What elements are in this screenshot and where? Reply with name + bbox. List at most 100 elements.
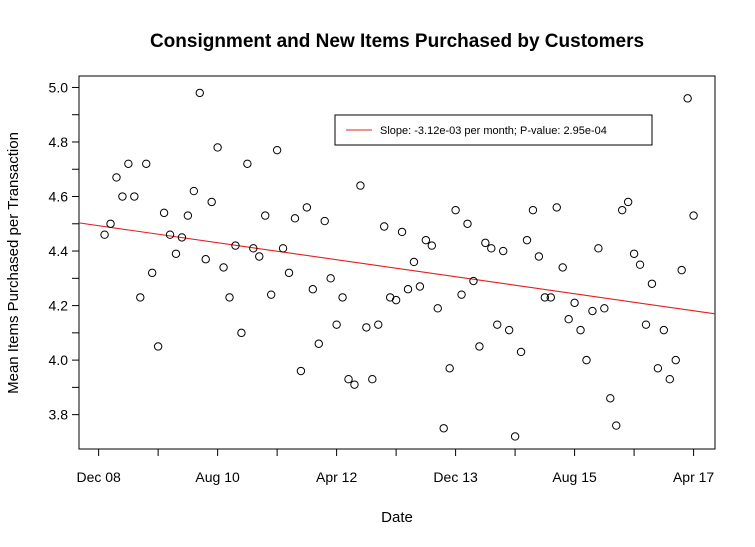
data-point <box>326 274 335 283</box>
data-point <box>439 424 448 433</box>
data-point <box>368 374 377 384</box>
data-point <box>374 320 383 329</box>
data-point <box>665 374 674 384</box>
y-axis: 3.8 4.0 4.2 4.4 4.6 4.8 5.0 <box>49 79 80 423</box>
data-point <box>582 355 591 365</box>
data-point <box>302 203 312 212</box>
data-point <box>564 315 573 324</box>
data-points <box>100 88 698 441</box>
y-tick-label: 4.0 <box>49 352 69 368</box>
data-point <box>189 186 199 196</box>
data-point <box>623 197 633 207</box>
data-point <box>314 339 323 348</box>
data-point <box>683 94 692 103</box>
data-point <box>671 355 680 365</box>
data-point <box>249 244 258 253</box>
x-axis-label: Date <box>381 509 413 526</box>
data-point <box>296 366 306 376</box>
data-point <box>225 293 234 302</box>
data-point <box>647 279 657 288</box>
data-point <box>153 342 163 351</box>
data-point <box>350 380 359 389</box>
data-point <box>213 143 222 152</box>
data-point <box>594 244 603 253</box>
data-point <box>338 293 347 302</box>
x-tick-label: Dec 08 <box>76 469 121 485</box>
data-point <box>677 265 686 275</box>
data-point <box>540 293 550 302</box>
data-point <box>570 298 579 308</box>
x-tick-label: Apr 17 <box>673 469 714 485</box>
data-point <box>320 216 329 226</box>
legend-text: Slope: -3.12e-03 per month; P-value: 2.9… <box>380 125 607 137</box>
data-point <box>112 173 121 182</box>
x-tick-label: Aug 15 <box>552 469 597 485</box>
data-point <box>576 325 585 335</box>
data-point <box>344 374 353 384</box>
data-point <box>100 230 109 239</box>
data-point <box>689 211 698 220</box>
data-point <box>266 290 276 299</box>
data-point <box>481 238 490 248</box>
data-point <box>130 192 139 201</box>
data-point <box>606 394 615 403</box>
x-tick-label: Aug 10 <box>195 469 240 485</box>
data-point <box>136 293 145 302</box>
data-point <box>403 285 413 294</box>
data-point <box>237 328 246 338</box>
data-point <box>171 249 181 258</box>
data-point <box>445 364 454 373</box>
data-point <box>510 432 520 441</box>
legend: Slope: -3.12e-03 per month; P-value: 2.9… <box>334 114 653 146</box>
y-tick-label: 4.8 <box>49 134 69 150</box>
data-point <box>290 214 300 223</box>
data-point <box>546 293 555 302</box>
data-point <box>380 222 389 231</box>
data-point <box>207 197 216 207</box>
data-point <box>415 282 425 291</box>
data-point <box>641 320 651 329</box>
data-point <box>457 290 466 299</box>
trend-line <box>78 222 716 315</box>
data-point <box>201 255 210 264</box>
data-point <box>183 211 193 220</box>
data-point <box>231 241 240 250</box>
data-point <box>475 342 484 351</box>
y-tick-label: 4.6 <box>49 189 69 205</box>
data-point <box>118 192 127 201</box>
data-point <box>177 233 187 242</box>
data-point <box>653 364 663 373</box>
data-point <box>534 252 544 261</box>
data-point <box>433 304 442 313</box>
data-point <box>493 320 502 329</box>
data-point <box>147 268 157 278</box>
data-point <box>243 159 252 168</box>
data-point <box>504 325 514 335</box>
data-point <box>142 159 151 168</box>
chart-title: Consignment and New Items Purchased by C… <box>150 31 644 52</box>
y-axis-label: Mean Items Purchased per Transaction <box>5 132 22 394</box>
x-axis: Dec 08 Aug 10 Apr 12 Dec 13 Aug 15 Apr 17 <box>76 448 714 485</box>
data-point <box>516 347 526 357</box>
data-point <box>308 285 318 294</box>
x-tick-label: Dec 13 <box>433 469 478 485</box>
data-point <box>629 249 639 258</box>
data-point <box>356 181 365 190</box>
data-point <box>487 244 496 253</box>
y-tick-label: 3.8 <box>49 407 69 423</box>
data-point <box>159 208 169 218</box>
data-point <box>528 205 538 215</box>
data-point <box>522 235 532 245</box>
data-point <box>409 257 419 267</box>
legend-box <box>334 114 653 146</box>
data-point <box>469 276 478 286</box>
data-point <box>427 241 437 250</box>
data-point <box>498 246 508 256</box>
y-tick-label: 5.0 <box>49 79 69 95</box>
data-point <box>617 205 627 215</box>
data-point <box>612 421 621 430</box>
data-point <box>278 244 288 253</box>
data-point <box>391 295 401 305</box>
data-point <box>397 227 407 237</box>
